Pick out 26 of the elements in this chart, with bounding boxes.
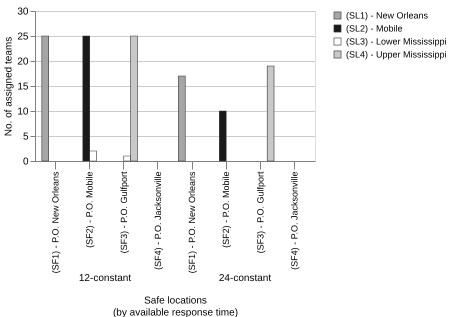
bar xyxy=(178,76,186,162)
bar xyxy=(219,110,227,162)
x-tick-label: (SF1) - P.O. New Orleans xyxy=(187,171,198,274)
x-tick-label: (SF3) - P.O. Gulfport xyxy=(118,171,129,254)
y-tick-label: 10 xyxy=(17,106,29,118)
y-tick-label: 30 xyxy=(17,6,29,18)
text: 24-constant xyxy=(218,273,272,284)
text: 12-constant xyxy=(78,273,132,284)
y-axis-title: No. of assigned teams xyxy=(3,36,14,136)
bar xyxy=(42,36,49,162)
y-tick-label: 25 xyxy=(17,32,29,42)
x-axis-title: Safe locations (by available response time) xyxy=(112,295,238,317)
legend-label: (SL1) - New Orleans xyxy=(346,10,429,20)
x-tick-label: (SF3) - P.O. Gulfport xyxy=(255,171,266,254)
y-tick-label: 0 xyxy=(22,156,29,168)
legend-label: (SL4) - Upper Mississippi xyxy=(346,50,447,60)
legend-label: (SL3) - Lower Mississippi xyxy=(346,36,447,46)
y-tick-label: 20 xyxy=(17,56,29,68)
y-tick-label: 15 xyxy=(17,82,29,92)
x-tick-label: (SF4) - P.O. Jacksonville xyxy=(152,172,163,270)
x-tick-label: (SF1) - P.O. New Orleans xyxy=(50,171,60,274)
x-tick-label: (SF2) - P.O. Mobile xyxy=(84,172,95,248)
x-tick-label: (SF2) - P.O. Mobile xyxy=(221,172,232,248)
x-tick-label: (SF4) - P.O. Jacksonville xyxy=(290,172,300,270)
legend-label: (SL2) - Mobile xyxy=(346,24,403,34)
y-tick-label: 5 xyxy=(22,132,29,142)
